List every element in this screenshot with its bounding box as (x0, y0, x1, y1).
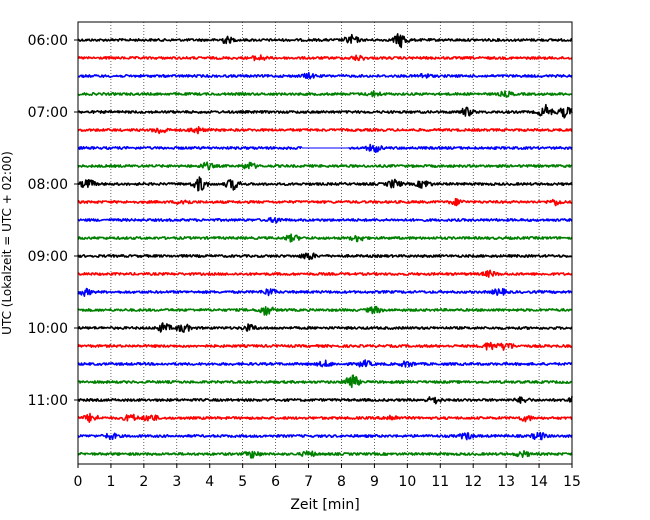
x-tick-label: 5 (238, 474, 247, 490)
seismic-trace (77, 431, 573, 441)
seismic-trace (77, 54, 573, 62)
y-tick-label: 11:00 (28, 393, 68, 409)
seismic-trace (77, 176, 573, 192)
x-tick-label: 0 (74, 474, 83, 490)
seismic-trace (77, 341, 573, 351)
trace-row (77, 359, 573, 368)
x-tick-label: 4 (205, 474, 214, 490)
seismic-trace (77, 197, 573, 207)
trace-row (77, 54, 573, 62)
trace-rows (77, 33, 573, 459)
x-tick-label: 3 (172, 474, 181, 490)
seismic-trace (77, 216, 573, 224)
seismic-trace (77, 450, 573, 459)
trace-row (77, 33, 573, 49)
trace-row (77, 143, 573, 153)
y-tick-label: 08:00 (28, 177, 68, 193)
trace-row (77, 395, 573, 405)
trace-row (77, 341, 573, 351)
trace-row (77, 216, 573, 224)
seismic-trace (77, 126, 573, 135)
x-tick-label: 6 (271, 474, 280, 490)
trace-row (77, 176, 573, 192)
trace-row (77, 197, 573, 207)
trace-row (77, 90, 573, 98)
seismic-trace (77, 71, 573, 80)
x-tick-label: 13 (497, 474, 515, 490)
x-tick-label: 12 (464, 474, 482, 490)
x-tick-label: 15 (563, 474, 581, 490)
trace-row (77, 287, 573, 297)
trace-row (77, 103, 573, 119)
x-axis-label: Zeit [min] (290, 497, 359, 513)
seismic-trace (77, 412, 573, 423)
trace-row (77, 252, 573, 261)
seismic-trace (77, 161, 573, 171)
trace-row (77, 161, 573, 171)
seismic-trace (77, 322, 573, 333)
seismic-trace (77, 233, 573, 243)
x-tick-label: 11 (431, 474, 449, 490)
y-tick-label: 09:00 (28, 249, 68, 265)
x-tick-label: 2 (139, 474, 148, 490)
seismic-trace (77, 90, 573, 98)
trace-row (77, 450, 573, 459)
seismic-trace (77, 305, 573, 316)
seismic-trace (77, 287, 573, 297)
seismic-trace (77, 103, 573, 119)
seismic-trace (77, 252, 573, 261)
trace-row (77, 126, 573, 135)
seismic-trace (77, 143, 573, 153)
x-tick-label: 14 (530, 474, 548, 490)
trace-row (77, 233, 573, 243)
trace-row (77, 305, 573, 316)
plot-frame (77, 21, 573, 465)
seismic-trace (77, 33, 573, 49)
seismic-trace (77, 359, 573, 368)
x-tick-label: 9 (370, 474, 379, 490)
trace-row (77, 374, 573, 389)
trace-row (77, 431, 573, 441)
trace-row (77, 322, 573, 333)
y-axis-label: UTC (Lokalzeit = UTC + 02:00) (0, 151, 14, 335)
seismic-trace (77, 374, 573, 389)
x-tick-label: 10 (398, 474, 416, 490)
y-tick-label: 10:00 (28, 321, 68, 337)
trace-row (77, 269, 573, 278)
x-tick-label: 8 (337, 474, 346, 490)
trace-row (77, 412, 573, 423)
seismic-trace (77, 269, 573, 278)
grid-lines (110, 22, 540, 464)
x-tick-label: 7 (304, 474, 313, 490)
y-tick-label: 06:00 (28, 33, 68, 49)
y-tick-label: 07:00 (28, 105, 68, 121)
x-tick-label: 1 (106, 474, 115, 490)
axis-ticks: 0 1 2 3 4 5 6 7 8 9 10 11 12 13 14 1506:0007:0008:0009:… (28, 33, 581, 490)
seismic-trace (77, 395, 573, 405)
trace-row (77, 71, 573, 80)
